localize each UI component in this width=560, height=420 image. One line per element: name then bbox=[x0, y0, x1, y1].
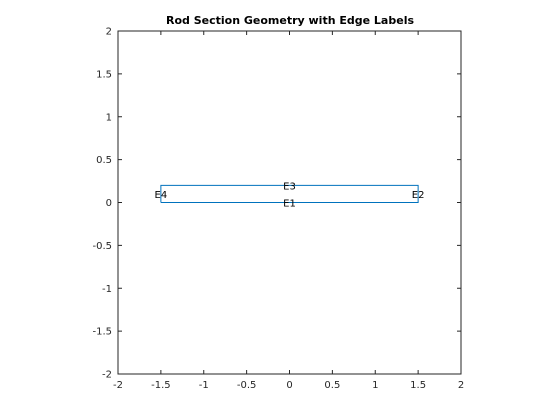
edge-labels: E1 E2 E3 E4 bbox=[155, 181, 425, 209]
y-tick-label: 0.5 bbox=[96, 155, 112, 166]
rod-outline-line bbox=[160, 184, 419, 203]
y-tick-label: -0.5 bbox=[92, 241, 112, 252]
x-tick-label: 0.5 bbox=[324, 380, 340, 391]
y-tick-label: 1 bbox=[106, 112, 112, 123]
x-tick-label: 1 bbox=[372, 380, 378, 391]
edge-label-e3: E3 bbox=[283, 181, 296, 192]
series-group bbox=[160, 184, 419, 203]
y-tick-label: 2 bbox=[106, 27, 112, 38]
x-tick-label: 1.5 bbox=[410, 380, 426, 391]
x-ticks: -2 -1.5 -1 -0.5 0 0.5 1 1.5 2 bbox=[113, 31, 464, 391]
x-tick-label: 0 bbox=[286, 380, 292, 391]
y-tick-label: -1.5 bbox=[92, 327, 112, 338]
edge-label-e1: E1 bbox=[283, 199, 296, 210]
x-tick-label: -2 bbox=[113, 380, 123, 391]
edge-label-e4: E4 bbox=[155, 190, 168, 201]
x-tick-label: -1.5 bbox=[151, 380, 171, 391]
y-tick-label: 1.5 bbox=[96, 69, 112, 80]
y-tick-label: 0 bbox=[106, 198, 112, 209]
chart-title: Rod Section Geometry with Edge Labels bbox=[166, 14, 414, 27]
y-tick-label: -1 bbox=[102, 284, 112, 295]
x-tick-label: 2 bbox=[458, 380, 464, 391]
x-tick-label: -0.5 bbox=[237, 380, 257, 391]
edge-label-e2: E2 bbox=[412, 190, 425, 201]
y-ticks: -2 -1.5 -1 -0.5 0 0.5 1 1.5 2 bbox=[92, 27, 461, 381]
y-tick-label: -2 bbox=[102, 370, 112, 381]
x-tick-label: -1 bbox=[199, 380, 209, 391]
